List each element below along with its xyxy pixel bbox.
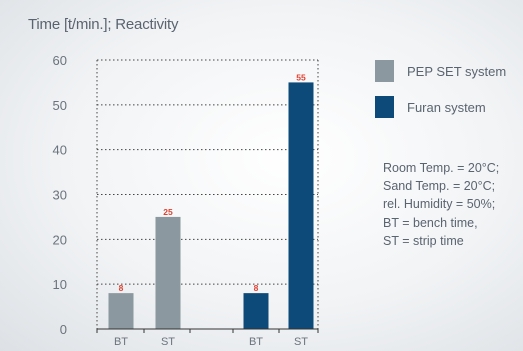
note-strip-time: ST = strip time <box>383 233 464 248</box>
y-tick-label-60: 60 <box>53 53 67 68</box>
legend-label-pep-set: PEP SET system <box>407 64 507 79</box>
conditions-notes: Room Temp. = 20°C; Sand Temp. = 20°C; re… <box>383 159 499 250</box>
legend-swatch-pep-set <box>375 60 394 82</box>
bar-value-label-1-bt: 8 <box>254 283 259 293</box>
x-category-label-1-bt: BT <box>249 336 263 348</box>
y-tick-label-50: 50 <box>53 98 67 113</box>
note-room-temp: Room Temp. = 20°C; <box>383 161 500 175</box>
x-category-label-0-bt: BT <box>114 336 128 348</box>
y-tick-label-30: 30 <box>53 188 67 203</box>
note-humidity: rel. Humidity = 50%; <box>383 197 496 212</box>
bar-1-bt <box>243 293 269 329</box>
y-tick-label-40: 40 <box>53 143 67 158</box>
bar-value-label-0-st: 25 <box>163 207 173 217</box>
y-tick-label-20: 20 <box>53 232 67 247</box>
legend-swatch-furan <box>375 96 394 118</box>
y-tick-label-0: 0 <box>60 322 67 337</box>
bar-value-label-0-bt: 8 <box>119 283 124 293</box>
note-sand-temp: Sand Temp. = 20°C; <box>383 179 496 194</box>
bar-value-label-1-st: 55 <box>296 72 306 82</box>
bar-1-st <box>288 82 314 330</box>
note-bench-time: BT = bench time, <box>383 215 478 230</box>
x-category-label-1-st: ST <box>294 336 308 348</box>
bar-0-st <box>155 216 181 329</box>
bar-0-bt <box>108 293 134 329</box>
legend-label-furan: Furan system <box>407 100 486 115</box>
y-tick-label-10: 10 <box>53 277 67 292</box>
chart-title: Time [t/min.]; Reactivity <box>28 16 179 33</box>
x-category-label-0-st: ST <box>161 336 175 348</box>
